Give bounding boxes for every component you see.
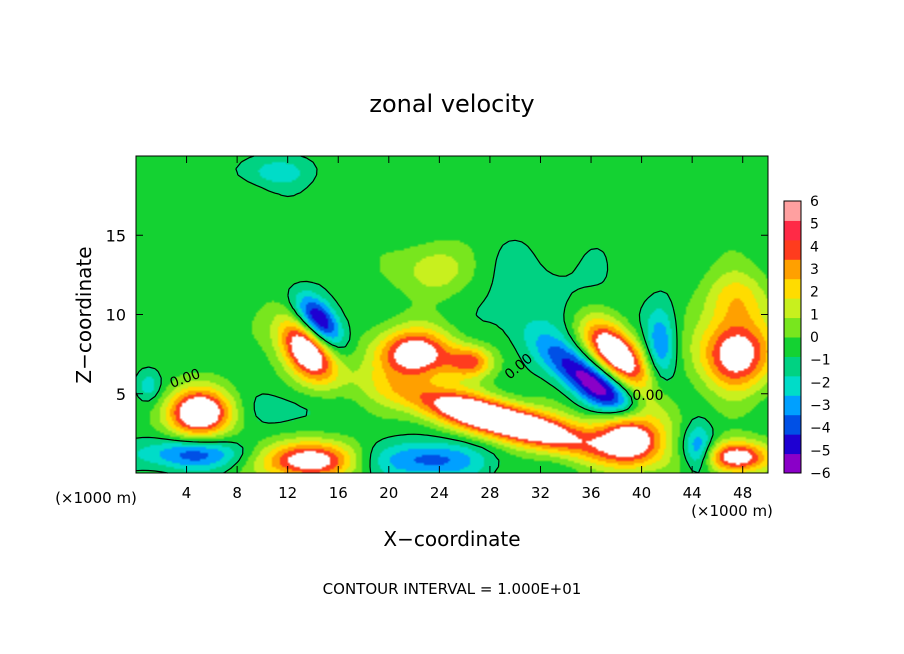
plot-area: 0.00 0.000.00 xyxy=(135,155,769,474)
x-tick-label: 20 xyxy=(379,484,398,502)
colorbar-swatch xyxy=(784,259,801,280)
colorbar-label: −2 xyxy=(810,375,831,391)
colorbar-swatch xyxy=(784,201,801,221)
colorbar-swatch xyxy=(784,337,801,357)
colorbar-swatch xyxy=(784,414,801,435)
x-tick-label: 12 xyxy=(278,484,297,502)
colorbar-frame xyxy=(783,200,802,474)
x-axis-ticks: 4 8 12 16 20 24 28 32 36 40 44 48 xyxy=(182,156,752,502)
x-tick-label: 48 xyxy=(733,484,752,502)
colorbar-label: 1 xyxy=(810,307,819,323)
y-tick-label: 15 xyxy=(106,226,126,245)
colorbar-label: 0 xyxy=(810,330,819,346)
colorbar-label: 6 xyxy=(810,194,819,210)
colorbar-swatch xyxy=(784,453,801,474)
colorbar-swatch xyxy=(784,298,801,319)
colorbar-label: −3 xyxy=(810,398,831,414)
x-tick-label: 16 xyxy=(329,484,348,502)
x-axis-label: X−coordinate xyxy=(383,527,520,551)
y-tick-label: 5 xyxy=(116,385,126,404)
colorbar-swatch xyxy=(784,356,801,377)
colorbar-label: 5 xyxy=(810,217,819,233)
x-unit-right: (×1000 m) xyxy=(691,502,773,520)
colorbar-swatch xyxy=(784,220,801,241)
colorbar-swatch xyxy=(784,375,801,396)
colorbar-swatch xyxy=(784,395,801,416)
y-axis-ticks: 5 10 15 xyxy=(106,226,768,404)
y-axis-label: Z−coordinate xyxy=(72,246,96,383)
colorbar-swatch xyxy=(784,278,801,299)
y-tick-label: 10 xyxy=(106,306,126,325)
x-tick-label: 40 xyxy=(632,484,651,502)
colorbar-label: −4 xyxy=(810,421,831,437)
contour-label: 0.00 xyxy=(632,388,663,404)
x-tick-label: 44 xyxy=(683,484,702,502)
x-tick-label: 24 xyxy=(430,484,449,502)
colorbar-swatch xyxy=(784,239,801,260)
colorbar-label: 4 xyxy=(810,239,819,255)
zero-contour-lines xyxy=(135,155,714,474)
velocity-field-heatmap xyxy=(136,156,768,473)
colorbar-label: −1 xyxy=(810,353,831,369)
chart-title: zonal velocity xyxy=(369,90,534,118)
x-tick-label: 4 xyxy=(182,484,192,502)
zero-contour-path xyxy=(135,155,714,474)
x-tick-label: 8 xyxy=(232,484,242,502)
colorbar-label: −6 xyxy=(810,466,831,482)
colorbar-label: 3 xyxy=(810,262,819,278)
contour-interval-note: CONTOUR INTERVAL = 1.000E+01 xyxy=(323,580,582,598)
x-tick-label: 28 xyxy=(480,484,499,502)
colorbar-label: 2 xyxy=(810,285,819,301)
x-unit-left: (×1000 m) xyxy=(55,489,137,507)
colorbar-swatch xyxy=(784,434,801,455)
colorbar: −6 −5 −4 −3 −2 −1 0 1 2 3 4 5 6 xyxy=(783,194,831,482)
colorbar-label: −5 xyxy=(810,443,831,459)
colorbar-swatch xyxy=(784,317,801,338)
x-tick-label: 36 xyxy=(581,484,600,502)
x-tick-label: 32 xyxy=(531,484,550,502)
